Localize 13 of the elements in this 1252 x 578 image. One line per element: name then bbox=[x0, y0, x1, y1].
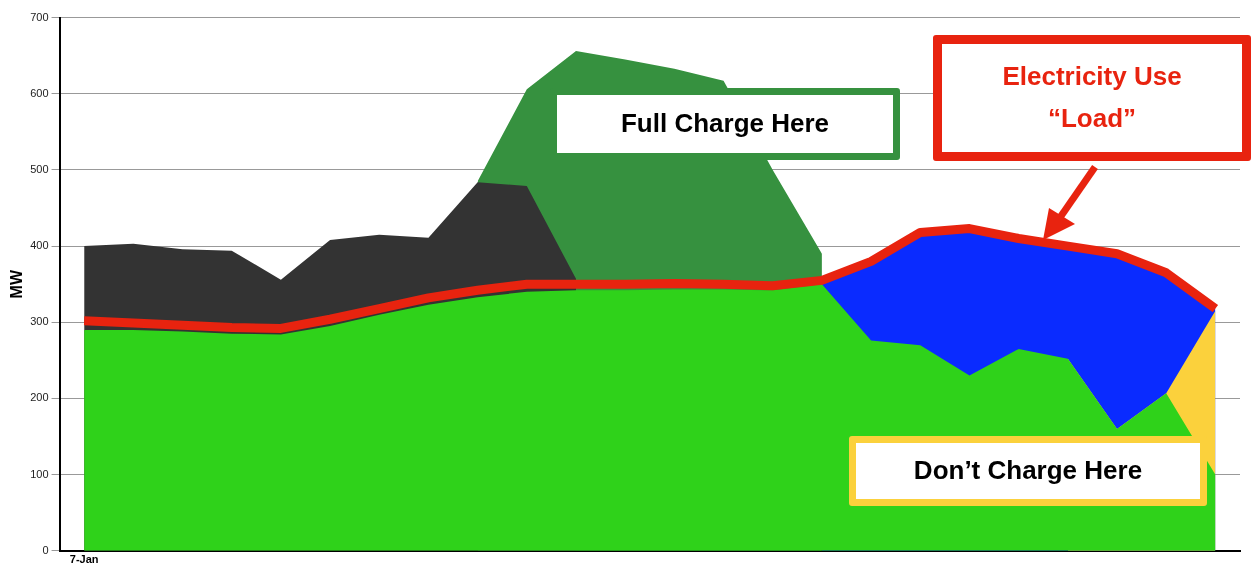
annotation: Don’t Charge Here bbox=[913, 454, 1143, 488]
y-tick-label: 600 bbox=[30, 86, 49, 99]
y-tick-label: 100 bbox=[30, 467, 49, 480]
y-tick-label: 700 bbox=[30, 10, 49, 23]
y-tick-label: 200 bbox=[30, 391, 49, 404]
x-tick-label: 7-Jan bbox=[69, 553, 99, 566]
annotation: Full Charge Here bbox=[620, 107, 830, 141]
y-tick-label: 0 bbox=[42, 543, 49, 556]
y-tick-label: 300 bbox=[30, 315, 49, 328]
y-tick-label: 400 bbox=[30, 239, 49, 252]
y-axis-title: MW bbox=[8, 269, 26, 299]
y-tick-label: 500 bbox=[30, 162, 49, 175]
annotation: Electricity Use “Load” bbox=[1001, 60, 1183, 135]
